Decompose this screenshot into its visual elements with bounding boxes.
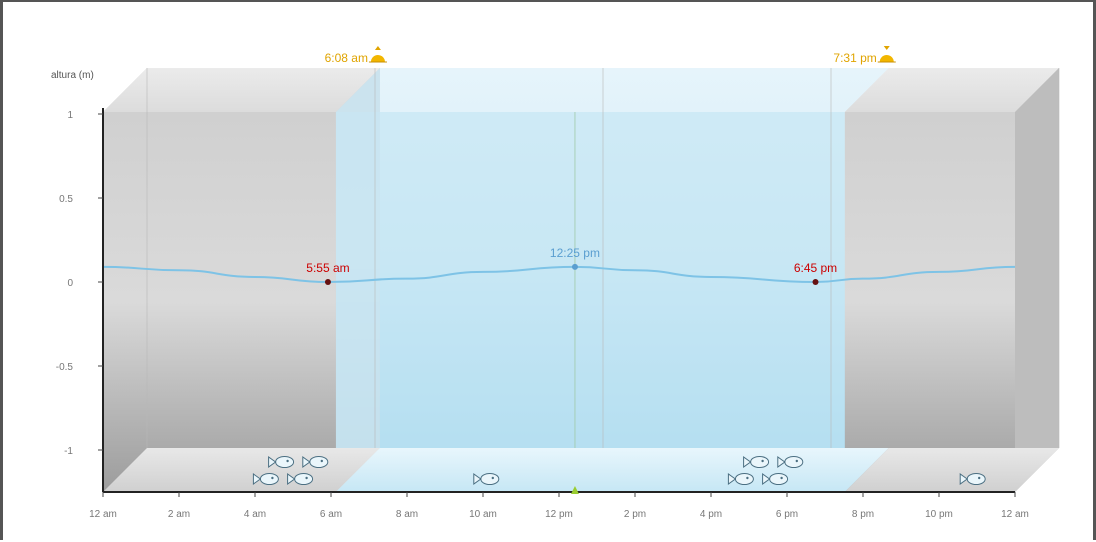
x-tick-label: 10 pm xyxy=(925,509,953,520)
x-tick-label: 8 pm xyxy=(852,509,874,520)
tide-event-point xyxy=(812,279,819,285)
sunrise-label: 6:08 am xyxy=(325,51,368,65)
fish-body xyxy=(259,473,279,485)
night-panel-left-top xyxy=(103,68,380,112)
tide-event-point xyxy=(571,263,578,270)
fish-icon xyxy=(777,456,804,468)
fish-icon xyxy=(473,473,500,485)
fish-tail xyxy=(727,473,737,485)
chart-axes xyxy=(98,108,1016,497)
fish-body xyxy=(784,456,804,468)
x-tick-label: 12 am xyxy=(89,509,117,520)
fish-body xyxy=(966,473,986,485)
fish-eye xyxy=(978,476,981,480)
sunset-label: 7:31 pm xyxy=(833,51,876,65)
x-tick-label: 2 pm xyxy=(624,509,646,520)
arrow-down-icon xyxy=(883,46,890,50)
fish-eye xyxy=(780,476,783,480)
y-tick-label: 0.5 xyxy=(59,194,73,205)
fish-eye xyxy=(271,476,274,480)
x-tick-label: 12 pm xyxy=(545,509,573,520)
fish-tail xyxy=(287,473,296,485)
tide-event-label: 12:25 pm xyxy=(550,246,600,260)
fish-body xyxy=(309,456,329,468)
fish-icon xyxy=(252,473,279,485)
chart-grid xyxy=(146,68,1060,492)
x-tick-label: 6 pm xyxy=(776,509,798,520)
y-tick-label: -1 xyxy=(64,446,73,457)
fish-icon xyxy=(287,473,314,485)
fish-body xyxy=(275,456,295,468)
tide-event-point xyxy=(324,279,331,285)
fish-body xyxy=(750,456,770,468)
fish-icon xyxy=(762,473,789,485)
fish-tail xyxy=(743,456,752,468)
x-tick-label: 6 am xyxy=(320,509,342,520)
fish-tail xyxy=(302,456,311,468)
fish-tail xyxy=(959,473,969,485)
fish-eye xyxy=(286,459,289,463)
x-tick-label: 10 am xyxy=(469,509,497,520)
tide-event-label: 5:55 am xyxy=(306,261,349,275)
fish-eye xyxy=(795,459,798,463)
chart-floor xyxy=(103,448,1059,492)
fish-icon xyxy=(268,456,295,468)
y-tick-label: 1 xyxy=(67,110,73,121)
fish-body xyxy=(480,473,500,485)
y-axis-label: altura (m) xyxy=(51,70,94,81)
fish-eye xyxy=(761,459,764,463)
current-time-marker xyxy=(570,486,579,494)
right-side-wall xyxy=(1015,68,1059,492)
y-tick-label: 0 xyxy=(67,278,73,289)
x-tick-label: 4 pm xyxy=(700,509,722,520)
fish-eye xyxy=(491,476,494,480)
fish-icon xyxy=(959,473,986,485)
x-tick-label: 8 am xyxy=(396,509,418,520)
x-tick-label: 4 am xyxy=(244,509,266,520)
floor-night-left xyxy=(103,448,380,492)
chart-background xyxy=(103,68,1059,492)
night-panel-right xyxy=(844,112,1015,492)
x-tick-label: 2 am xyxy=(168,509,190,520)
fish-body xyxy=(734,473,754,485)
fish-icon xyxy=(727,473,754,485)
y-tick-label: -0.5 xyxy=(56,362,74,373)
fish-tail xyxy=(777,456,786,468)
day-panel-left-edge xyxy=(335,68,380,492)
fish-icon xyxy=(302,456,329,468)
arrow-up-icon xyxy=(374,46,381,50)
fish-tail xyxy=(268,456,277,468)
floor-day xyxy=(335,448,889,492)
x-tick-label: 12 am xyxy=(1001,509,1029,520)
fish-icon xyxy=(743,456,770,468)
sunset-icon xyxy=(877,46,896,63)
tide-event-label: 6:45 pm xyxy=(794,261,837,275)
fish-tail xyxy=(473,473,482,485)
fish-tail xyxy=(252,473,262,485)
fish-tail xyxy=(762,473,771,485)
tide-chart: 5:55 am 12:25 pm 6:45 pm 6:08 am 7:31 pm 1 0.5… xyxy=(51,46,1060,520)
chart-labels: 5:55 am 12:25 pm 6:45 pm 6:08 am 7:31 pm 1 0.5… xyxy=(56,46,1029,520)
fish-body xyxy=(294,473,314,485)
day-panel-front xyxy=(335,112,845,492)
night-panel-left xyxy=(103,112,336,492)
fish-eye xyxy=(320,459,323,463)
sun-half-icon xyxy=(370,55,385,62)
sun-half-icon xyxy=(879,55,894,62)
fish-eye xyxy=(305,476,308,480)
floor-night-right xyxy=(844,448,1059,492)
night-panel-right-top xyxy=(844,68,1059,112)
fish-eye xyxy=(746,476,749,480)
fish-body xyxy=(769,473,789,485)
sunrise-icon xyxy=(368,46,387,63)
tide-curve-layer xyxy=(102,263,1016,285)
